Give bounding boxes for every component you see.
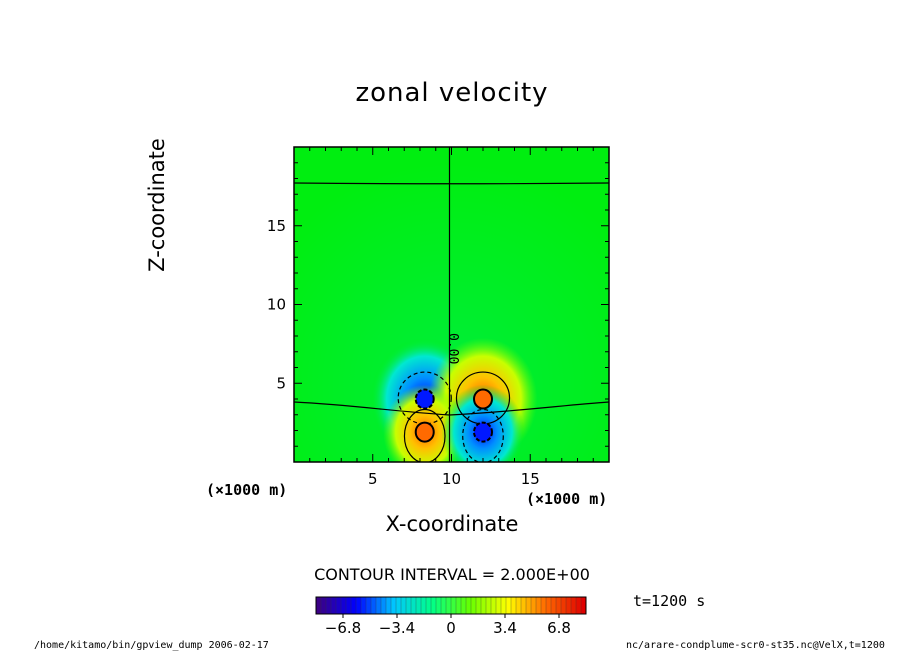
contour-lines bbox=[294, 147, 609, 462]
colorbar-cell bbox=[515, 596, 522, 615]
colorbar: −6.8 −3.4 0 3.4 6.8 bbox=[315, 596, 587, 637]
colorbar-cell bbox=[545, 596, 552, 615]
colorbar-cell bbox=[390, 596, 397, 615]
colorbar-cell bbox=[540, 596, 547, 615]
colorbar-cell bbox=[340, 596, 347, 615]
colorbar-cell bbox=[330, 596, 337, 615]
colorbar-cell bbox=[570, 596, 577, 615]
colorbar-cell bbox=[420, 596, 427, 615]
x-tick-label: 10 bbox=[442, 470, 461, 488]
time-label: t=1200 s bbox=[633, 592, 706, 610]
colorbar-cell bbox=[480, 596, 487, 615]
colorbar-cell bbox=[400, 596, 407, 615]
colorbar-cell bbox=[530, 596, 537, 615]
colorbar-cell bbox=[550, 596, 557, 615]
plot-area: 5 10 15 5 10 15 0.00 bbox=[267, 146, 610, 488]
colorbar-cell bbox=[345, 596, 352, 615]
colorbar-cell bbox=[350, 596, 357, 615]
colorbar-cell bbox=[375, 596, 382, 615]
colorbar-cell bbox=[425, 596, 432, 615]
zero-contour-upper bbox=[294, 182, 609, 185]
colorbar-cell bbox=[370, 596, 377, 615]
x-tick-label: 5 bbox=[368, 470, 378, 488]
colorbar-cell bbox=[365, 596, 372, 615]
contour-label: 0.00 bbox=[445, 333, 460, 364]
colorbar-cell bbox=[430, 596, 437, 615]
colorbar-cell bbox=[410, 596, 417, 615]
colorbar-cell bbox=[355, 596, 362, 615]
colorbar-cell bbox=[415, 596, 422, 615]
colorbar-cell bbox=[525, 596, 532, 615]
colorbar-cell bbox=[475, 596, 482, 615]
colorbar-tick-label: 0 bbox=[446, 619, 456, 637]
colorbar-cell bbox=[450, 596, 457, 615]
colorbar-cell bbox=[385, 596, 392, 615]
contour-outer-0 bbox=[397, 371, 452, 425]
colorbar-cell bbox=[395, 596, 402, 615]
x-tick-label: 15 bbox=[521, 470, 540, 488]
contour-inner-1 bbox=[473, 388, 493, 410]
colorbar-cell bbox=[325, 596, 332, 615]
footer-path: /home/kitamo/bin/gpview_dump 2006-02-17 bbox=[34, 640, 269, 651]
contour-outer-3 bbox=[462, 408, 504, 462]
colorbar-cell bbox=[565, 596, 572, 615]
y-tick-label: 5 bbox=[276, 374, 286, 392]
x-axis-label-text: X-coordinate bbox=[385, 512, 519, 536]
colorbar-cell bbox=[485, 596, 492, 615]
colorbar-cell bbox=[315, 596, 322, 615]
x-axis-unit: (×1000 m) bbox=[526, 490, 608, 508]
colorbar-cell bbox=[510, 596, 517, 615]
colorbar-cell bbox=[320, 596, 327, 615]
colorbar-tick-label: 6.8 bbox=[547, 619, 571, 637]
zero-contour-lower bbox=[294, 401, 609, 416]
colorbar-cell bbox=[465, 596, 472, 615]
colorbar-cell bbox=[505, 596, 512, 615]
colorbar-cell bbox=[455, 596, 462, 615]
y-axis-unit: (×1000 m) bbox=[206, 481, 288, 499]
colorbar-cell bbox=[535, 596, 542, 615]
contour-outer-2 bbox=[403, 408, 446, 462]
contour-inner-0 bbox=[414, 388, 435, 410]
colorbar-cell bbox=[405, 596, 412, 615]
colorbar-tick-label: −6.8 bbox=[325, 619, 361, 637]
colorbar-cell bbox=[495, 596, 502, 615]
colorbar-cell bbox=[445, 596, 452, 615]
colorbar-tick-label: −3.4 bbox=[379, 619, 415, 637]
contour-interval-text: CONTOUR INTERVAL = 2.000E+00 bbox=[0, 565, 904, 584]
colorbar-cell bbox=[380, 596, 387, 615]
colorbar-cell bbox=[440, 596, 447, 615]
colorbar-cell bbox=[360, 596, 367, 615]
colorbar-cell bbox=[560, 596, 567, 615]
colorbar-cell bbox=[335, 596, 342, 615]
colorbar-cell bbox=[470, 596, 477, 615]
x-axis-label: X-coordinate bbox=[0, 512, 904, 536]
y-axis-label: Z-coordinate bbox=[145, 138, 169, 272]
contour-inner-3 bbox=[473, 421, 493, 443]
footer-source: nc/arare-condplume-scr0-st35.nc@VelX,t=1… bbox=[626, 640, 885, 651]
colorbar-cell bbox=[490, 596, 497, 615]
colorbar-cell bbox=[435, 596, 442, 615]
colorbar-tick-label: 3.4 bbox=[493, 619, 517, 637]
colorbar-cell bbox=[575, 596, 582, 615]
colorbar-cell bbox=[500, 596, 507, 615]
contour-inner-2 bbox=[414, 421, 435, 443]
colorbar-cell bbox=[555, 596, 562, 615]
colorbar-cell bbox=[460, 596, 467, 615]
colorbar-cell bbox=[520, 596, 527, 615]
y-tick-label: 15 bbox=[267, 217, 286, 235]
contour-interval-value: CONTOUR INTERVAL = 2.000E+00 bbox=[314, 565, 590, 584]
chart-title: zonal velocity bbox=[355, 78, 549, 108]
y-tick-label: 10 bbox=[267, 296, 286, 314]
